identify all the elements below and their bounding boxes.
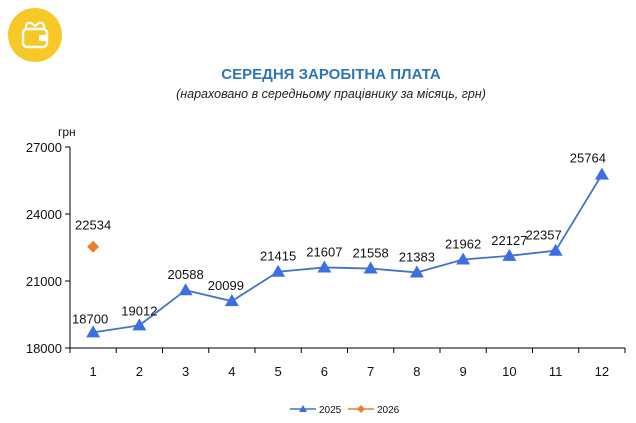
x-tick-label: 5 xyxy=(275,364,282,379)
legend-marker-2025 xyxy=(299,405,307,412)
series-lines xyxy=(92,174,603,334)
x-axis-ticks: 1 2 3 4 5 6 7 8 9 10 11 12 xyxy=(69,348,626,379)
y-tick-label: 27000 xyxy=(26,140,62,155)
data-point-2025 xyxy=(502,248,517,261)
data-label-2025: 22357 xyxy=(526,228,562,243)
legend-label-2026: 2026 xyxy=(377,405,400,416)
data-point-2025 xyxy=(271,264,286,277)
data-point-2025 xyxy=(409,265,424,278)
data-point-2025 xyxy=(548,243,563,256)
data-label-2025: 20099 xyxy=(208,278,244,293)
data-label-2025: 21962 xyxy=(445,237,481,252)
data-point-2025 xyxy=(224,294,239,307)
x-tick-label: 12 xyxy=(595,364,609,379)
x-tick-label: 6 xyxy=(321,364,328,379)
data-point-2025 xyxy=(594,167,609,180)
data-point-2025 xyxy=(363,261,378,274)
chart-legend: 2025 2026 xyxy=(290,405,400,416)
x-tick-label: 9 xyxy=(460,364,467,379)
y-tick-label: 24000 xyxy=(26,207,62,222)
data-label-2025: 20588 xyxy=(168,267,204,282)
data-labels: 18700 19012 20588 20099 21415 21607 21558 21383… xyxy=(72,151,606,327)
y-axis-label: грн xyxy=(58,125,76,139)
x-tick-label: 3 xyxy=(182,364,189,379)
data-label-2025: 19012 xyxy=(121,303,157,318)
data-point-2025 xyxy=(456,252,471,265)
y-axis-ticks: 18000 21000 24000 27000 xyxy=(26,140,70,356)
x-tick-label: 7 xyxy=(367,364,374,379)
chart-subtitle: (нараховано в середньому працівнику за м… xyxy=(176,87,486,101)
data-point-2025 xyxy=(132,318,147,331)
data-label-2025: 18700 xyxy=(72,311,108,326)
x-tick-label: 11 xyxy=(549,364,563,379)
data-point-2026 xyxy=(87,240,100,253)
data-label-2026: 22534 xyxy=(75,218,111,233)
data-point-2025 xyxy=(178,283,193,296)
x-tick-label: 2 xyxy=(136,364,143,379)
wallet-icon xyxy=(21,21,49,49)
legend-label-2025: 2025 xyxy=(319,405,342,416)
data-label-2025: 22127 xyxy=(491,233,527,248)
legend-marker-2026 xyxy=(357,405,365,413)
x-tick-label: 1 xyxy=(90,364,97,379)
x-tick-label: 10 xyxy=(502,364,516,379)
series-markers xyxy=(86,167,609,338)
y-tick-label: 21000 xyxy=(26,274,62,289)
x-tick-label: 4 xyxy=(228,364,235,379)
x-tick-label: 8 xyxy=(413,364,420,379)
data-label-2025: 21558 xyxy=(353,246,389,261)
data-label-2025: 21415 xyxy=(260,249,296,264)
y-tick-label: 18000 xyxy=(26,341,62,356)
data-point-2025 xyxy=(86,325,101,338)
series-line-2025 xyxy=(92,174,603,334)
data-label-2025: 21607 xyxy=(306,244,342,259)
data-label-2025: 21383 xyxy=(399,249,435,264)
chart-title: СЕРЕДНЯ ЗАРОБІТНА ПЛАТА xyxy=(221,66,441,83)
wallet-badge xyxy=(8,8,62,62)
data-label-2025: 25764 xyxy=(570,151,606,166)
data-point-2025 xyxy=(317,260,332,273)
